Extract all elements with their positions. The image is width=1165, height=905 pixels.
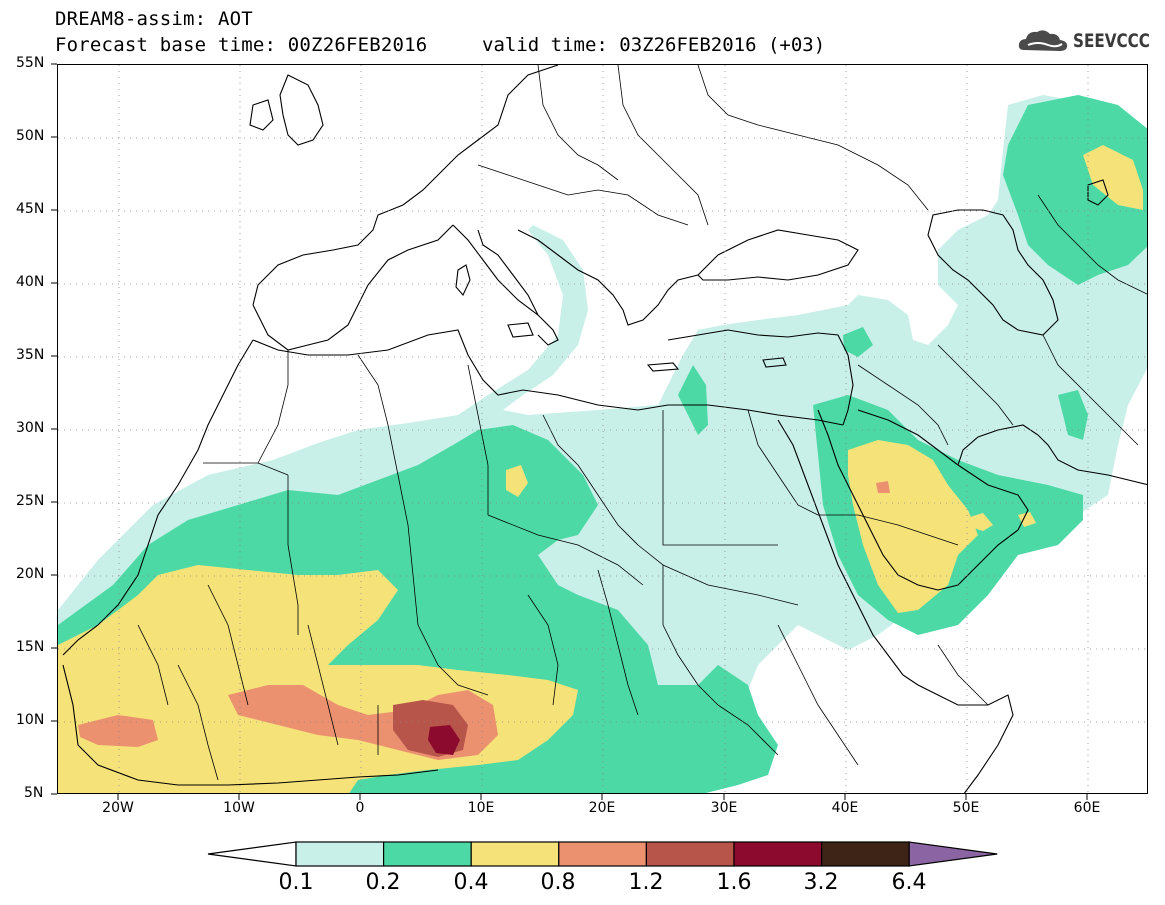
colorbar-label: 6.4: [891, 870, 927, 895]
colorbar-label: 0.2: [365, 870, 401, 895]
lat-label: 45N: [16, 201, 45, 217]
country-borders: [137, 65, 1147, 781]
lon-label: 10W: [223, 800, 255, 816]
lon-label: 60E: [1073, 800, 1101, 816]
lat-label: 5N: [24, 785, 44, 801]
colorbar-box: [645, 841, 735, 867]
colorbar-box: [295, 841, 385, 867]
colorbar-low-triangle: [207, 841, 297, 867]
colorbar-label: 1.6: [716, 870, 752, 895]
lon-label: 0: [355, 800, 365, 816]
valid-time: valid time: 03Z26FEB2016 (+03): [482, 34, 826, 56]
lat-label: 15N: [16, 639, 45, 655]
lon-label: 10E: [467, 800, 495, 816]
map-title: DREAM8-assim: AOT: [55, 8, 253, 30]
forecast-base-time: Forecast base time: 00Z26FEB2016: [55, 34, 428, 56]
colorbar-high-triangle: [908, 841, 998, 867]
aot-level-1.6: [428, 725, 460, 755]
lat-label: 10N: [16, 712, 45, 728]
colorbar-box: [470, 841, 560, 867]
aot-map: [57, 64, 1148, 794]
colorbar-label: 0.4: [453, 870, 489, 895]
lat-label: 25N: [16, 493, 45, 509]
colorbar-label: 0.8: [540, 870, 576, 895]
colorbar-label: 0.1: [278, 870, 314, 895]
lon-label: 30E: [710, 800, 738, 816]
lon-label: 20E: [588, 800, 616, 816]
cloud-icon: [1018, 30, 1068, 51]
lon-label: 20W: [102, 800, 134, 816]
lat-label: 55N: [16, 55, 45, 71]
colorbar-label: 1.2: [628, 870, 664, 895]
coastlines: [62, 65, 1147, 793]
lat-label: 35N: [16, 347, 45, 363]
lat-label: 20N: [16, 566, 45, 582]
seevccc-logo: SEEVCCC: [1073, 30, 1150, 52]
colorbar-box: [733, 841, 823, 867]
colorbar-box: [383, 841, 472, 867]
colorbar-box: [820, 841, 910, 867]
colorbar-box: [558, 841, 647, 867]
lat-label: 30N: [16, 420, 45, 436]
lon-label: 40E: [831, 800, 859, 816]
colorbar-label: 3.2: [803, 870, 839, 895]
lon-label: 50E: [952, 800, 980, 816]
lat-label: 50N: [16, 128, 45, 144]
lat-label: 40N: [16, 274, 45, 290]
